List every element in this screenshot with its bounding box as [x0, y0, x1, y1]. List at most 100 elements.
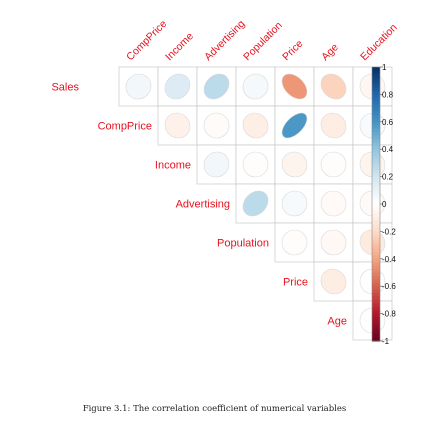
correlation-ellipse [320, 268, 347, 295]
colorbar-segment [372, 296, 380, 301]
colorbar-segment [372, 251, 380, 256]
correlation-ellipse [242, 73, 269, 100]
colorbar-segment [372, 90, 380, 95]
colorbar-segment [372, 330, 380, 335]
colorbar-segment [372, 269, 380, 274]
colorbar-tick-label: -1 [382, 337, 390, 346]
correlation-plot: SalesCompPriceIncomeAdvertisingPopulatio… [51, 18, 400, 346]
colorbar-segment [372, 193, 380, 198]
colorbar-segment [372, 221, 380, 226]
colorbar-tick-label: 0.6 [382, 118, 394, 127]
colorbar-segment [372, 337, 380, 342]
colorbar-segment [372, 156, 380, 161]
colorbar-segment [372, 101, 380, 106]
column-label: Age [319, 41, 341, 63]
colorbar-segment [372, 224, 380, 229]
column-label: Education [358, 21, 400, 63]
correlation-ellipse [164, 112, 191, 139]
colorbar-segment [372, 162, 380, 167]
correlation-ellipse [320, 151, 347, 178]
colorbar-segment [372, 84, 380, 89]
correlation-ellipse [203, 73, 230, 100]
colorbar-segment [372, 159, 380, 164]
colorbar-segment [372, 204, 380, 209]
correlation-ellipse [242, 112, 269, 139]
colorbar-segment [372, 108, 380, 113]
colorbar-tick-label: 0.2 [382, 173, 394, 182]
colorbar-segment [372, 248, 380, 253]
colorbar-tick-label: 0.4 [382, 145, 394, 154]
colorbar-segment [372, 186, 380, 191]
colorbar-segment [372, 70, 380, 75]
colorbar-segment [372, 87, 380, 92]
colorbar-segment [372, 94, 380, 99]
colorbar-segment [372, 135, 380, 140]
colorbar-segment [372, 210, 380, 215]
colorbar-segment [372, 238, 380, 243]
colorbar-segment [372, 142, 380, 147]
colorbar-segment [372, 173, 380, 178]
colorbar-segment [372, 77, 380, 82]
colorbar-segment [372, 231, 380, 236]
colorbar-segment [372, 121, 380, 126]
colorbar-tick-label: -0.8 [382, 310, 396, 319]
correlation-ellipse [281, 73, 308, 100]
row-label: CompPrice [98, 121, 152, 133]
colorbar-segment [372, 258, 380, 263]
correlation-ellipse [281, 190, 308, 217]
colorbar-segment [372, 214, 380, 219]
colorbar-segment [372, 245, 380, 250]
correlation-ellipse [320, 112, 347, 139]
column-label: Advertising [202, 18, 247, 63]
correlation-ellipse [242, 151, 269, 178]
row-label: Price [283, 277, 308, 289]
colorbar-segment [372, 313, 380, 318]
correlation-ellipse [320, 229, 347, 256]
colorbar-segment [372, 265, 380, 270]
colorbar-segment [372, 299, 380, 304]
colorbar-segment [372, 73, 380, 78]
colorbar-segment [372, 176, 380, 181]
figure-caption: Figure 3.1: The correlation coefficient … [82, 404, 347, 414]
colorbar-segment [372, 67, 380, 72]
row-label: Advertising [176, 199, 230, 211]
correlation-ellipse [281, 229, 308, 256]
colorbar-segment [372, 114, 380, 119]
colorbar-segment [372, 138, 380, 143]
column-label: Population [241, 19, 285, 63]
correlation-ellipse [242, 190, 269, 217]
colorbar-segment [372, 152, 380, 157]
colorbar-segment [372, 334, 380, 339]
colorbar-segment [372, 320, 380, 325]
colorbar-segment [372, 275, 380, 280]
column-label: CompPrice [124, 18, 169, 63]
colorbar-segment [372, 132, 380, 137]
correlation-ellipse [203, 151, 230, 178]
colorbar-tick-label: 1 [382, 63, 387, 72]
colorbar-segment [372, 323, 380, 328]
colorbar-segment [372, 286, 380, 291]
colorbar-segment [372, 207, 380, 212]
row-label: Income [155, 160, 191, 172]
column-label: Income [163, 30, 196, 63]
row-label: Population [217, 238, 269, 250]
colorbar-segment [372, 217, 380, 222]
colorbar-segment [372, 169, 380, 174]
column-label: Price [280, 38, 306, 64]
colorbar-segment [372, 190, 380, 195]
colorbar-segment [372, 97, 380, 102]
colorbar-tick-label: 0.8 [382, 90, 394, 99]
colorbar-segment [372, 200, 380, 205]
colorbar-segment [372, 327, 380, 332]
correlation-ellipse [203, 112, 230, 139]
colorbar-segment [372, 303, 380, 308]
correlation-ellipse [164, 73, 191, 100]
colorbar-segment [372, 255, 380, 260]
colorbar-segment [372, 180, 380, 185]
colorbar-segment [372, 118, 380, 123]
colorbar-segment [372, 282, 380, 287]
correlation-ellipse [281, 151, 308, 178]
correlation-ellipse [125, 73, 152, 100]
colorbar-segment [372, 128, 380, 133]
colorbar-tick-label: -0.2 [382, 227, 396, 236]
